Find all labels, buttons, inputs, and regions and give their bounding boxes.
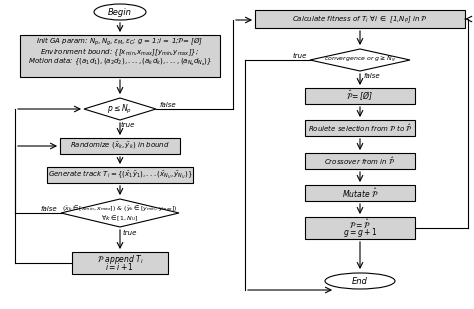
Text: Crossover from in $\hat{\mathcal{P}}$: Crossover from in $\hat{\mathcal{P}}$	[324, 155, 396, 167]
Text: $i = i + 1$: $i = i + 1$	[106, 261, 135, 273]
FancyBboxPatch shape	[60, 138, 180, 154]
FancyBboxPatch shape	[305, 88, 415, 104]
Text: $g = g + 1$: $g = g + 1$	[343, 226, 377, 239]
FancyBboxPatch shape	[305, 185, 415, 201]
FancyBboxPatch shape	[72, 252, 168, 274]
FancyBboxPatch shape	[20, 35, 220, 77]
FancyBboxPatch shape	[305, 153, 415, 169]
Text: Motion data: {$(a_1d_1),(a_2d_2),...,(a_kd_k),...,(a_{N_a}d_{N_a})$}: Motion data: {$(a_1d_1),(a_2d_2),...,(a_…	[28, 56, 212, 68]
Polygon shape	[61, 199, 179, 227]
Text: Init GA param: $N_p, N_g, \varepsilon_M, \varepsilon_C$; g = 1;i = 1;$\mathcal{P: Init GA param: $N_p, N_g, \varepsilon_M,…	[36, 36, 204, 48]
Ellipse shape	[94, 4, 146, 20]
Text: false: false	[160, 102, 176, 108]
Text: Generate track $T_i = \{(\bar{x}_1\bar{y}_1),...(\bar{x}_{N_U},\bar{y}_{N_U})\}$: Generate track $T_i = \{(\bar{x}_1\bar{y…	[47, 169, 192, 181]
Text: true: true	[293, 53, 307, 59]
Text: Mutate $\hat{\mathcal{P}}$: Mutate $\hat{\mathcal{P}}$	[342, 186, 378, 200]
FancyBboxPatch shape	[255, 10, 465, 28]
Text: Calculate fitness of $T_i$ $\forall$i $\in$ [1,$N_P$] in $\mathcal{P}$: Calculate fitness of $T_i$ $\forall$i $\…	[292, 13, 428, 25]
Text: $\mathcal{P}$ append $T_i$: $\mathcal{P}$ append $T_i$	[97, 252, 144, 265]
Polygon shape	[310, 49, 410, 71]
Ellipse shape	[325, 273, 395, 289]
FancyBboxPatch shape	[305, 120, 415, 136]
FancyBboxPatch shape	[305, 217, 415, 239]
Text: Environment bound: {[$x_{min}$,$x_{max}$][$y_{min}$,$y_{max}$]};: Environment bound: {[$x_{min}$,$x_{max}$…	[40, 46, 200, 58]
Text: true: true	[123, 230, 137, 236]
Text: convergence or $g \geq N_g$: convergence or $g \geq N_g$	[324, 55, 396, 65]
Text: Begin: Begin	[108, 7, 132, 16]
Text: $\hat{\mathcal{P}}$= [Ø]: $\hat{\mathcal{P}}$= [Ø]	[346, 89, 374, 103]
FancyBboxPatch shape	[47, 167, 193, 183]
Text: $(\bar{x}_k \in [x_{min},x_{max}])$ & $(\bar{y}_k \in [y_{min},y_{max}])$: $(\bar{x}_k \in [x_{min},x_{max}])$ & $(…	[62, 203, 178, 213]
Text: Randomize $(\bar{x}_k, \bar{y}_k)$ in bound: Randomize $(\bar{x}_k, \bar{y}_k)$ in bo…	[70, 141, 170, 151]
Text: $p \leq N_p$: $p \leq N_p$	[108, 103, 133, 116]
Polygon shape	[84, 98, 156, 120]
Text: End: End	[352, 277, 368, 286]
Text: true: true	[121, 122, 135, 128]
Text: Roulete selection from $\mathcal{P}$ to $\hat{\mathcal{P}}$: Roulete selection from $\mathcal{P}$ to …	[308, 122, 412, 134]
Text: $\mathcal{P} = \hat{\mathcal{P}}$: $\mathcal{P} = \hat{\mathcal{P}}$	[349, 217, 371, 231]
Text: false: false	[364, 73, 380, 79]
Text: false: false	[41, 206, 57, 212]
Text: $\forall k \in [1, N_U]$: $\forall k \in [1, N_U]$	[101, 213, 139, 223]
